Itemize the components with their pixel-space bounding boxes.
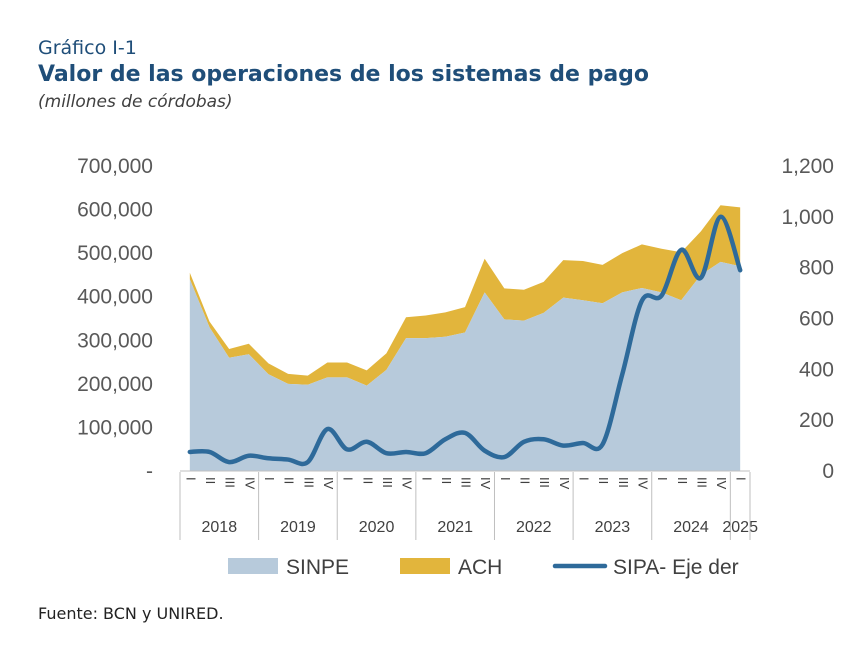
year-label: 2025 <box>722 519 758 536</box>
quarter-label: I <box>341 477 356 481</box>
legend-label-sinpe: SINPE <box>286 556 349 579</box>
year-label: 2024 <box>673 519 709 536</box>
quarter-label: II <box>203 477 218 484</box>
quarter-label: III <box>537 477 552 488</box>
quarter-label: II <box>282 477 297 484</box>
right-axis-tick: 400 <box>799 358 834 381</box>
year-label: 2019 <box>280 519 316 536</box>
quarter-label: I <box>262 477 277 481</box>
quarter-label: II <box>518 477 533 484</box>
right-axis-tick: 0 <box>822 460 834 483</box>
year-label: 2022 <box>516 519 552 536</box>
quarter-label: III <box>301 477 316 488</box>
right-axis-tick: 800 <box>799 257 834 280</box>
left-axis-tick: 700,000 <box>77 155 153 178</box>
right-axis-tick: 1,000 <box>781 206 834 229</box>
sipa-line <box>187 214 743 467</box>
quarter-label: II <box>675 477 690 484</box>
payment-systems-chart: - 100,000 200,000 300,000 400,000 500,000 600,… <box>77 155 834 579</box>
quarter-label: I <box>419 477 434 481</box>
legend-label-sipa: SIPA- Eje der <box>613 556 739 579</box>
legend-swatch-sinpe <box>228 558 278 574</box>
quarter-label: II <box>439 477 454 484</box>
quarter-label: I <box>576 477 591 481</box>
quarter-label: IV <box>321 477 336 490</box>
sinpe-area <box>189 261 741 471</box>
left-axis-tick: 200,000 <box>77 373 153 396</box>
quarter-label: IV <box>400 477 415 490</box>
left-axis-tick: - <box>146 460 153 483</box>
quarter-label: I <box>655 477 670 481</box>
year-label: 2020 <box>359 519 395 536</box>
chart-header: Gráfico I-1 Valor de las operaciones de … <box>38 36 649 114</box>
right-axis-tick: 1,200 <box>781 155 834 178</box>
quarter-label: II <box>360 477 375 484</box>
year-label: 2018 <box>202 519 238 536</box>
quarter-label: IV <box>714 477 729 490</box>
legend-swatch-ach <box>400 558 450 574</box>
quarter-label: IV <box>557 477 572 490</box>
quarter-label: IV <box>478 477 493 490</box>
left-axis-tick: 300,000 <box>77 329 153 352</box>
quarter-label: IV <box>242 477 257 490</box>
quarter-label: III <box>694 477 709 488</box>
right-axis-tick: 600 <box>799 308 834 331</box>
quarter-label: III <box>616 477 631 488</box>
left-axis-tick: 100,000 <box>77 416 153 439</box>
chart-title: Valor de las operaciones de los sistemas… <box>38 62 650 87</box>
legend-label-ach: ACH <box>458 556 502 579</box>
year-label: 2021 <box>437 519 473 536</box>
quarter-label: I <box>498 477 513 481</box>
quarter-label: II <box>596 477 611 484</box>
source-note: Fuente: BCN y UNIRED. <box>38 604 224 623</box>
left-axis-tick: 600,000 <box>77 199 153 222</box>
quarter-label: III <box>223 477 238 488</box>
quarter-label: III <box>380 477 395 488</box>
chart-label: Gráfico I-1 <box>38 37 137 59</box>
chart-units: (millones de córdobas) <box>38 92 233 112</box>
quarter-label: III <box>459 477 474 488</box>
left-axis-tick: 400,000 <box>77 286 153 309</box>
quarter-label: I <box>734 477 749 481</box>
year-label: 2023 <box>595 519 631 536</box>
quarter-label: IV <box>635 477 650 490</box>
quarter-label: I <box>183 477 198 481</box>
left-axis-tick: 500,000 <box>77 242 153 265</box>
right-axis-tick: 200 <box>799 409 834 432</box>
